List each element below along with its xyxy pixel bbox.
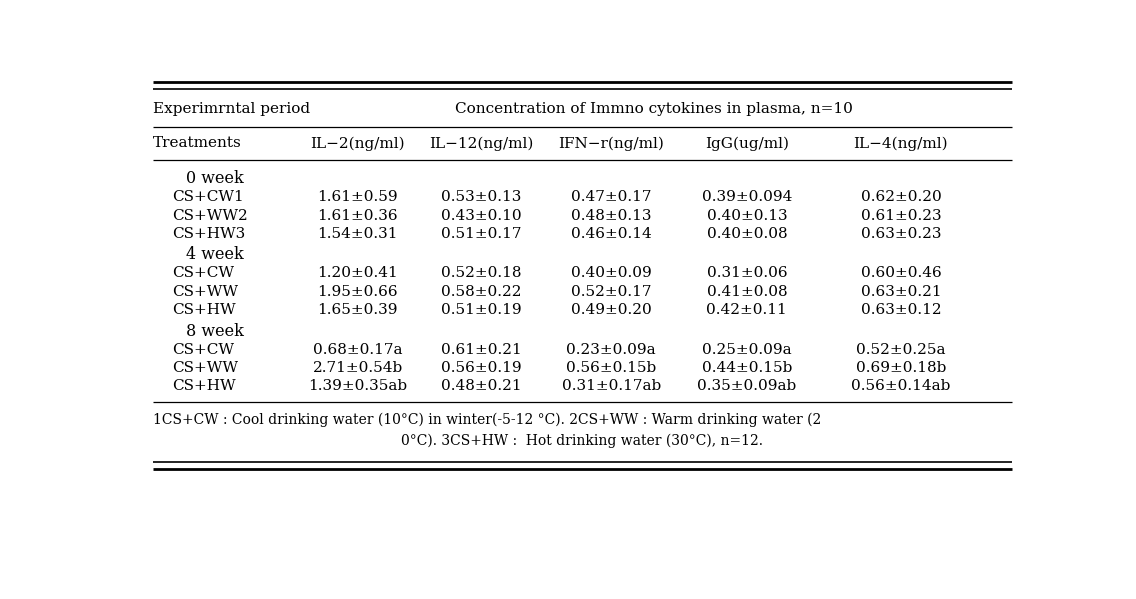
Text: 0.58±0.22: 0.58±0.22 (441, 285, 521, 299)
Text: CS+HW: CS+HW (172, 379, 235, 394)
Text: 1.20±0.41: 1.20±0.41 (317, 267, 398, 280)
Text: 0.69±0.18b: 0.69±0.18b (855, 361, 946, 375)
Text: CS+WW2: CS+WW2 (172, 209, 248, 223)
Text: 1.95±0.66: 1.95±0.66 (317, 285, 398, 299)
Text: 0.61±0.21: 0.61±0.21 (441, 343, 521, 356)
Text: 0.68±0.17a: 0.68±0.17a (312, 343, 402, 356)
Text: 0.53±0.13: 0.53±0.13 (441, 190, 521, 204)
Text: CS+WW: CS+WW (172, 361, 237, 375)
Text: CS+CW1: CS+CW1 (172, 190, 244, 204)
Text: 0.43±0.10: 0.43±0.10 (441, 209, 521, 223)
Text: 0.63±0.23: 0.63±0.23 (861, 227, 941, 241)
Text: 8 week: 8 week (186, 323, 244, 340)
Text: 0 week: 0 week (186, 170, 244, 187)
Text: CS+HW: CS+HW (172, 303, 235, 317)
Text: IL−4(ng/ml): IL−4(ng/ml) (853, 136, 949, 150)
Text: 0.52±0.18: 0.52±0.18 (441, 267, 521, 280)
Text: 0.49±0.20: 0.49±0.20 (571, 303, 652, 317)
Text: 0.48±0.13: 0.48±0.13 (571, 209, 652, 223)
Text: 0.35±0.09ab: 0.35±0.09ab (698, 379, 796, 394)
Text: 0.40±0.08: 0.40±0.08 (707, 227, 787, 241)
Text: 0.31±0.17ab: 0.31±0.17ab (561, 379, 661, 394)
Text: 0.52±0.17: 0.52±0.17 (571, 285, 652, 299)
Text: Treatments: Treatments (152, 137, 241, 150)
Text: 0.44±0.15b: 0.44±0.15b (702, 361, 792, 375)
Text: 1.54±0.31: 1.54±0.31 (317, 227, 398, 241)
Text: 0.52±0.25a: 0.52±0.25a (857, 343, 945, 356)
Text: 0.56±0.15b: 0.56±0.15b (566, 361, 657, 375)
Text: 0.60±0.46: 0.60±0.46 (861, 267, 942, 280)
Text: 1.61±0.36: 1.61±0.36 (317, 209, 398, 223)
Text: 0.42±0.11: 0.42±0.11 (707, 303, 787, 317)
Text: 0.23±0.09a: 0.23±0.09a (567, 343, 657, 356)
Text: CS+CW: CS+CW (172, 343, 234, 356)
Text: IgG(ug/ml): IgG(ug/ml) (704, 136, 788, 150)
Text: IL−12(ng/ml): IL−12(ng/ml) (428, 136, 533, 150)
Text: 0.51±0.19: 0.51±0.19 (441, 303, 521, 317)
Text: 0.56±0.14ab: 0.56±0.14ab (851, 379, 951, 394)
Text: 0.63±0.12: 0.63±0.12 (861, 303, 942, 317)
Text: CS+CW: CS+CW (172, 267, 234, 280)
Text: 0.31±0.06: 0.31±0.06 (707, 267, 787, 280)
Text: 0.46±0.14: 0.46±0.14 (571, 227, 652, 241)
Text: Experimrntal period: Experimrntal period (152, 102, 310, 116)
Text: IL−2(ng/ml): IL−2(ng/ml) (310, 136, 406, 150)
Text: 0.63±0.21: 0.63±0.21 (861, 285, 942, 299)
Text: 1.61±0.59: 1.61±0.59 (317, 190, 398, 204)
Text: 0.39±0.094: 0.39±0.094 (702, 190, 792, 204)
Text: 0.61±0.23: 0.61±0.23 (861, 209, 942, 223)
Text: 0.48±0.21: 0.48±0.21 (441, 379, 521, 394)
Text: 0.56±0.19: 0.56±0.19 (441, 361, 521, 375)
Text: 4 week: 4 week (186, 246, 244, 264)
Text: 0.51±0.17: 0.51±0.17 (441, 227, 521, 241)
Text: 1CS+CW : Cool drinking water (10°C) in winter(-5-12 °C). 2CS+WW : Warm drinking : 1CS+CW : Cool drinking water (10°C) in w… (152, 413, 821, 427)
Text: 0.40±0.13: 0.40±0.13 (707, 209, 787, 223)
Text: CS+WW: CS+WW (172, 285, 237, 299)
Text: Concentration of Immno cytokines in plasma, n=10: Concentration of Immno cytokines in plas… (456, 102, 853, 116)
Text: 0.25±0.09a: 0.25±0.09a (702, 343, 792, 356)
Text: 0.47±0.17: 0.47±0.17 (571, 190, 652, 204)
Text: 0.41±0.08: 0.41±0.08 (707, 285, 787, 299)
Text: 1.39±0.35ab: 1.39±0.35ab (308, 379, 408, 394)
Text: 0.62±0.20: 0.62±0.20 (861, 190, 942, 204)
Text: 0.40±0.09: 0.40±0.09 (571, 267, 652, 280)
Text: IFN−r(ng/ml): IFN−r(ng/ml) (558, 136, 665, 150)
Text: 1.65±0.39: 1.65±0.39 (317, 303, 398, 317)
Text: 2.71±0.54b: 2.71±0.54b (312, 361, 403, 375)
Text: CS+HW3: CS+HW3 (172, 227, 245, 241)
Text: 0°C). 3CS+HW :  Hot drinking water (30°C), n=12.: 0°C). 3CS+HW : Hot drinking water (30°C)… (401, 434, 763, 448)
